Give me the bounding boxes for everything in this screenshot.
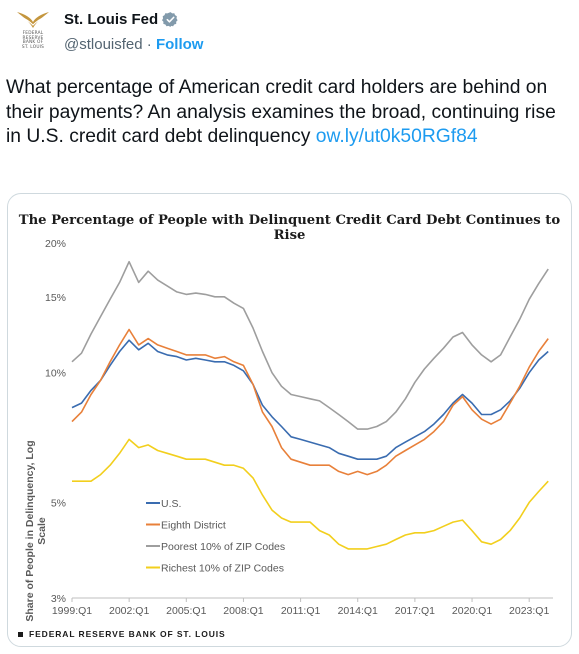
footer-square-icon (18, 631, 23, 637)
legend-label: Richest 10% of ZIP Codes (161, 563, 284, 575)
tweet-header: FEDERAL RESERVE BANK of ST. LOUIS St. Lo… (13, 8, 569, 60)
y-tick-label: 3% (51, 593, 66, 605)
x-tick-label: 2014:Q1 (338, 605, 378, 617)
x-tick-label: 2017:Q1 (395, 605, 435, 617)
footer-text: FEDERAL RESERVE BANK OF ST. LOUIS (29, 629, 226, 639)
x-tick-label: 1999:Q1 (52, 605, 92, 617)
tweet-text: What percentage of American credit card … (6, 76, 576, 150)
x-tick-label: 2011:Q1 (281, 605, 321, 617)
eagle-logo-icon (17, 12, 49, 28)
chart-footer: FEDERAL RESERVE BANK OF ST. LOUIS (18, 629, 226, 639)
legend-label: Poorest 10% of ZIP Codes (161, 541, 285, 553)
verified-badge-icon (162, 12, 178, 27)
x-tick-label: 2002:Q1 (109, 605, 149, 617)
x-tick-label: 2020:Q1 (452, 605, 492, 617)
account-name[interactable]: St. Louis Fed (64, 11, 159, 28)
y-tick-label: 10% (45, 368, 66, 380)
separator-dot: · (142, 36, 156, 53)
tweet-body: What percentage of American credit card … (6, 77, 556, 147)
series-line-3 (71, 260, 549, 430)
legend-label: U.S. (161, 498, 181, 510)
account-handle[interactable]: @stlouisfed (64, 36, 143, 53)
handle-row: @stlouisfed · Follow (64, 36, 203, 53)
chart-title: The Percentage of People with Delinquent… (18, 213, 561, 243)
avatar[interactable]: FEDERAL RESERVE BANK of ST. LOUIS (13, 8, 53, 56)
series-line-2 (71, 328, 549, 476)
account-name-row: St. Louis Fed (64, 11, 179, 28)
y-tick-label: 5% (51, 497, 66, 509)
x-tick-label: 2023:Q1 (509, 605, 549, 617)
legend-label: Eighth District (161, 520, 226, 532)
series-line-4 (72, 438, 549, 550)
tweet-media-chart[interactable]: The Percentage of People with Delinquent… (7, 193, 572, 647)
avatar-org-text: FEDERAL RESERVE BANK of ST. LOUIS (21, 31, 45, 50)
series-line-1 (71, 339, 549, 460)
x-tick-label: 2008:Q1 (223, 605, 263, 617)
y-tick-label: 20% (45, 238, 66, 250)
x-tick-label: 2005:Q1 (166, 605, 206, 617)
follow-button[interactable]: Follow (155, 36, 204, 53)
tweet-link[interactable]: ow.ly/ut0k50RGf84 (315, 126, 478, 147)
y-tick-label: 15% (45, 292, 66, 304)
line-chart: 3% 5% 10% 15% 20% 1999:Q1 2002:Q1 2005:Q1 2008:Q… (45, 238, 553, 617)
